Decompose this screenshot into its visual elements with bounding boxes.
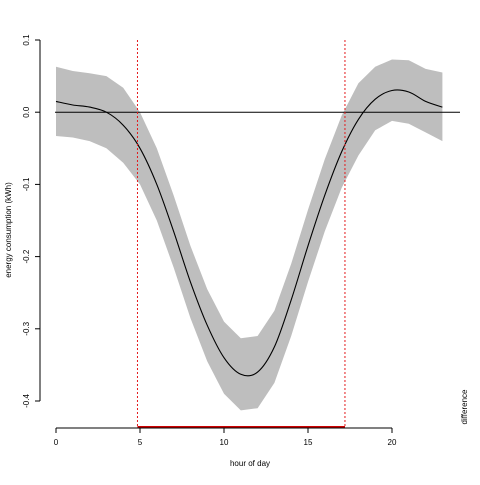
x-tick-label: 15: [304, 438, 313, 447]
x-tick-label: 10: [220, 438, 229, 447]
y-tick-label: -0.3: [22, 321, 31, 335]
x-axis-title: hour of day: [230, 459, 270, 468]
y-tick-label: 0.1: [22, 34, 31, 46]
y-tick-label: -0.4: [22, 394, 31, 408]
y-axis-title: energy consumption (kWh): [4, 182, 13, 278]
y-tick-label: 0.0: [22, 106, 31, 118]
x-tick-label: 20: [388, 438, 397, 447]
x-tick-label: 0: [54, 438, 59, 447]
side-label: difference: [460, 389, 469, 425]
x-axis-ticks: 0 5 10 15 20: [54, 428, 397, 447]
y-tick-label: -0.1: [22, 177, 31, 191]
y-axis-ticks: -0.4 -0.3 -0.2 -0.1 0.0 0.1: [22, 34, 40, 408]
y-tick-label: -0.2: [22, 249, 31, 263]
x-tick-label: 5: [138, 438, 143, 447]
